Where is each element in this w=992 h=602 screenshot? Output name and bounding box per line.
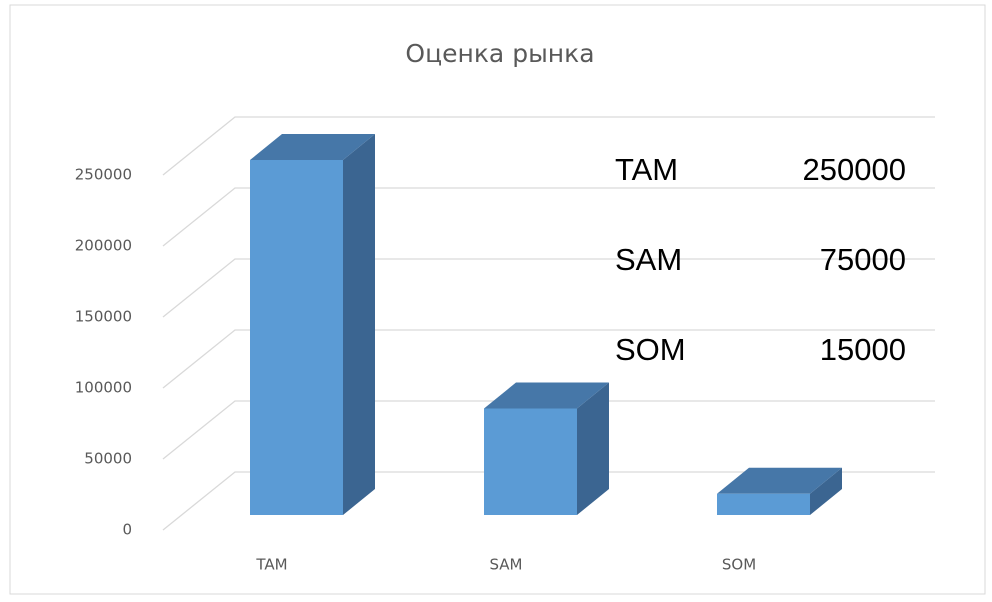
table-category: TAM — [615, 152, 678, 187]
y-tick-label: 150000 — [75, 308, 132, 326]
grid-line — [162, 187, 935, 247]
y-tick-label: 0 — [122, 521, 132, 539]
grid-line — [162, 329, 935, 389]
bar-face — [484, 408, 577, 515]
grid-line — [162, 116, 935, 176]
x-tick-label: TAM — [255, 556, 287, 574]
grid-line — [162, 471, 935, 531]
bar — [717, 467, 842, 515]
grid-line — [162, 258, 935, 318]
table-value: 250000 — [803, 152, 906, 187]
y-tick-label: 200000 — [75, 237, 132, 255]
bar-face — [343, 134, 375, 515]
bar — [250, 134, 375, 515]
table-value: 15000 — [820, 332, 906, 367]
y-tick-label: 50000 — [84, 450, 132, 468]
table-category: SAM — [615, 242, 682, 277]
bar-face — [810, 467, 842, 515]
bar-face — [484, 382, 609, 409]
bar-face — [577, 382, 609, 515]
bar — [484, 382, 609, 515]
y-tick-label: 250000 — [75, 166, 132, 184]
grid-line — [162, 400, 935, 460]
chart-title: Оценка рынка — [405, 39, 594, 68]
bar-face — [250, 134, 375, 160]
bar-face — [717, 467, 842, 494]
x-tick-label: SAM — [489, 556, 522, 574]
x-tick-label: SOM — [722, 556, 756, 574]
table-value: 75000 — [820, 242, 906, 277]
bar-face — [250, 160, 343, 515]
table-category: SOM — [615, 332, 686, 367]
y-tick-label: 100000 — [75, 379, 132, 397]
bar-face — [717, 493, 810, 515]
